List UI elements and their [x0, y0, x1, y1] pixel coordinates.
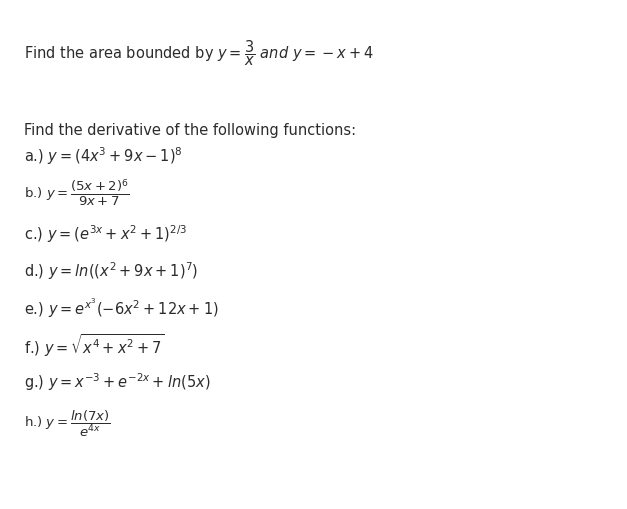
Text: h.) $y = \dfrac{ln(7x)}{e^{4x}}$: h.) $y = \dfrac{ln(7x)}{e^{4x}}$: [24, 408, 110, 439]
Text: Find the derivative of the following functions:: Find the derivative of the following fun…: [24, 122, 356, 137]
Text: b.) $y = \dfrac{(5x+2)^6}{9x+7}$: b.) $y = \dfrac{(5x+2)^6}{9x+7}$: [24, 177, 130, 208]
Text: Find the area bounded by $y = \dfrac{3}{x}$ $\mathit{and}$ $y = -x + 4$: Find the area bounded by $y = \dfrac{3}{…: [24, 39, 374, 68]
Text: e.) $y = e^{x^3}(-6x^2 + 12x + 1)$: e.) $y = e^{x^3}(-6x^2 + 12x + 1)$: [24, 296, 219, 319]
Text: g.) $y = x^{-3} + e^{-2x} + ln(5x)$: g.) $y = x^{-3} + e^{-2x} + ln(5x)$: [24, 371, 210, 392]
Text: d.) $y = ln((x^2 + 9x + 1)^7)$: d.) $y = ln((x^2 + 9x + 1)^7)$: [24, 260, 198, 281]
Text: a.) $y = (4x^3 + 9x - 1)^8$: a.) $y = (4x^3 + 9x - 1)^8$: [24, 146, 182, 167]
Text: c.) $y = (e^{3x} + x^2 + 1)^{2/3}$: c.) $y = (e^{3x} + x^2 + 1)^{2/3}$: [24, 223, 187, 245]
Text: f.) $y = \sqrt{x^4 + x^2 + 7}$: f.) $y = \sqrt{x^4 + x^2 + 7}$: [24, 332, 164, 358]
